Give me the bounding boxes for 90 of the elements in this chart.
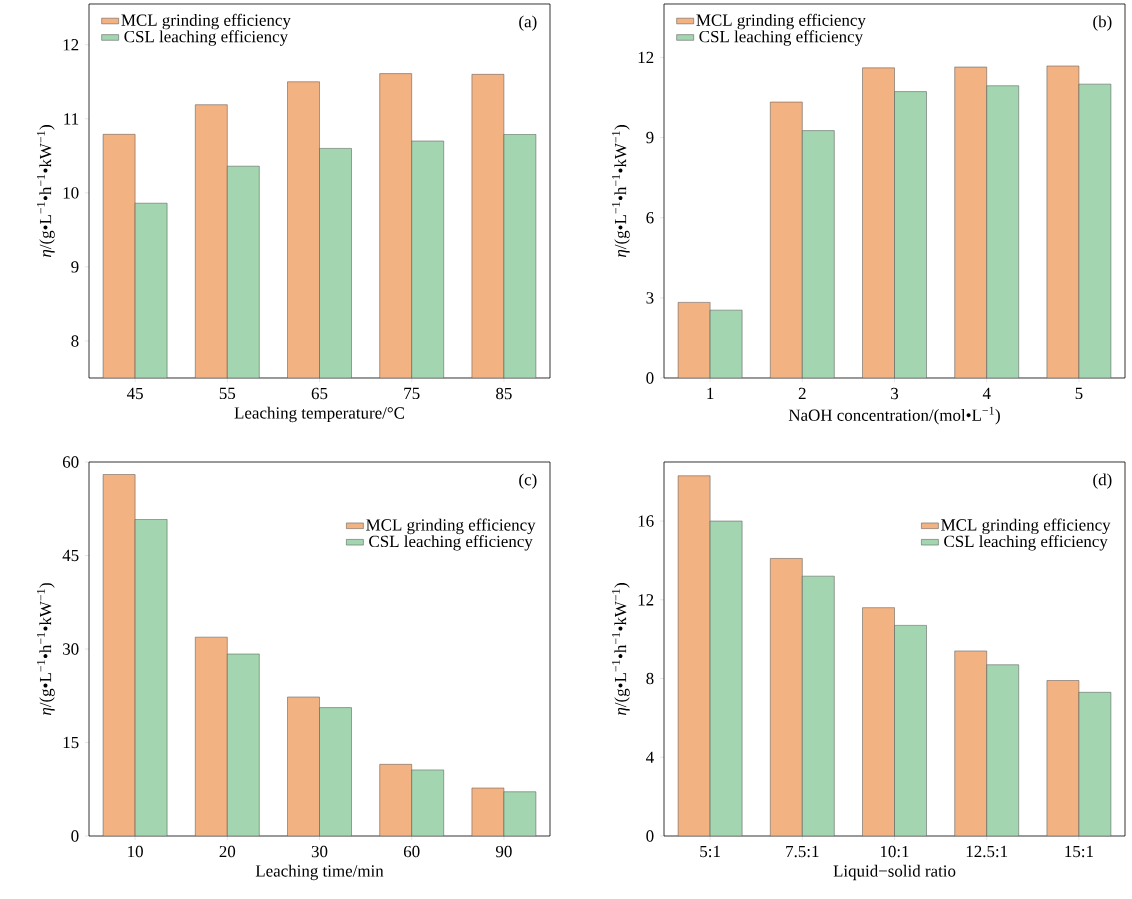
bar xyxy=(1046,680,1080,836)
y-axis-title: η/(g•L$^{−1}$•h$^{−1}$•kW$^{−1}$) xyxy=(612,583,630,716)
bar xyxy=(710,310,743,378)
bar xyxy=(770,558,803,836)
x-axis-title: Leaching time/min xyxy=(255,864,384,881)
x-tick-label: 1 xyxy=(707,387,714,400)
bar xyxy=(710,521,743,836)
x-tick-label: 45 xyxy=(126,387,143,400)
x-axis-title: Leaching temperature/°C xyxy=(234,406,405,423)
bar xyxy=(195,637,228,836)
bar xyxy=(411,769,444,836)
bar xyxy=(678,475,711,836)
x-tick-label: 5 xyxy=(1075,387,1083,400)
y-tick-label: 0 xyxy=(71,830,79,842)
y-tick-label: 0 xyxy=(646,830,654,842)
x-tick-label: 10 xyxy=(128,845,143,858)
bar xyxy=(894,91,927,378)
y-tick-label: 12 xyxy=(63,39,79,51)
x-tick-label: 85 xyxy=(496,387,512,400)
y-tick-label: 6 xyxy=(646,212,654,224)
x-tick-label: 90 xyxy=(495,845,512,858)
annotation: (d) xyxy=(1093,473,1112,489)
y-tick-label: 45 xyxy=(62,549,79,562)
y-tick-label: 3 xyxy=(646,292,654,304)
annotation: (a) xyxy=(519,15,537,31)
bar xyxy=(379,764,412,836)
x-tick-label: 15:1 xyxy=(1065,845,1093,858)
y-tick-label: 15 xyxy=(63,736,79,749)
x-tick-label: 75 xyxy=(404,387,420,400)
y-tick-label: 60 xyxy=(62,456,79,468)
bar xyxy=(103,474,136,836)
y-tick-label: 12 xyxy=(638,594,654,606)
x-tick-label: 4 xyxy=(982,387,991,399)
annotation: (b) xyxy=(1093,15,1112,31)
legend-label: CSL leaching efficiency xyxy=(124,30,288,46)
bar xyxy=(678,302,711,378)
x-tick-label: 10:1 xyxy=(880,845,909,858)
bar xyxy=(802,130,835,378)
bar xyxy=(862,67,895,378)
y-tick-label: 16 xyxy=(638,515,654,527)
bar xyxy=(227,653,260,836)
bar xyxy=(1078,692,1112,836)
legend-label: MCL grinding efficiency xyxy=(941,518,1111,535)
y-tick-label: 12 xyxy=(638,51,654,64)
legend-label: CSL leaching efficiency xyxy=(699,30,863,46)
bar xyxy=(1078,83,1112,378)
y-tick-label: 8 xyxy=(71,335,79,347)
bar xyxy=(770,102,803,378)
bar xyxy=(862,607,895,836)
x-tick-label: 12.5:1 xyxy=(966,845,1008,858)
x-tick-label: 5:1 xyxy=(700,845,720,858)
x-tick-label: 30 xyxy=(311,845,328,858)
bar xyxy=(287,697,320,836)
legend-label: MCL grinding efficiency xyxy=(121,13,291,30)
x-tick-label: 55 xyxy=(219,387,236,400)
bar xyxy=(954,650,987,836)
y-tick-label: 9 xyxy=(646,131,654,144)
x-tick-label: 20 xyxy=(219,845,236,858)
y-tick-label: 4 xyxy=(646,751,654,763)
y-tick-label: 0 xyxy=(646,372,654,384)
y-axis-title: η/(g•L$^{−1}$•h$^{−1}$•kW$^{−1}$) xyxy=(37,125,55,258)
bar xyxy=(471,787,505,836)
bar xyxy=(802,576,835,836)
bar xyxy=(986,664,1019,836)
y-axis-title: η/(g•L$^{−1}$•h$^{−1}$•kW$^{−1}$) xyxy=(612,125,630,258)
x-axis-title: NaOH concentration/(mol•L$^{−1}$) xyxy=(788,406,1000,425)
bar xyxy=(319,707,352,836)
x-tick-label: 7.5:1 xyxy=(786,845,819,858)
y-tick-label: 9 xyxy=(71,261,79,273)
y-tick-label: 11 xyxy=(64,113,79,125)
x-tick-label: 2 xyxy=(798,387,806,400)
bar xyxy=(894,625,927,836)
y-axis-title: η/(g•L$^{−1}$•h$^{−1}$•kW$^{−1}$) xyxy=(37,583,55,716)
y-tick-label: 8 xyxy=(646,672,654,685)
legend-label: CSL leaching efficiency xyxy=(369,535,533,551)
bar xyxy=(954,67,987,378)
legend-label: MCL grinding efficiency xyxy=(366,518,536,535)
bar xyxy=(986,85,1019,378)
x-axis-title: Liquid−solid ratio xyxy=(833,864,956,881)
annotation: (c) xyxy=(519,473,537,489)
x-tick-label: 3 xyxy=(891,387,899,400)
y-tick-label: 30 xyxy=(63,643,79,655)
x-tick-label: 65 xyxy=(311,387,328,400)
bar xyxy=(503,791,537,836)
bar xyxy=(1046,65,1080,378)
x-tick-label: 60 xyxy=(403,845,420,858)
y-tick-label: 10 xyxy=(63,187,79,199)
bar xyxy=(135,519,168,836)
legend-label: MCL grinding efficiency xyxy=(696,13,866,30)
legend-label: CSL leaching efficiency xyxy=(944,534,1108,551)
